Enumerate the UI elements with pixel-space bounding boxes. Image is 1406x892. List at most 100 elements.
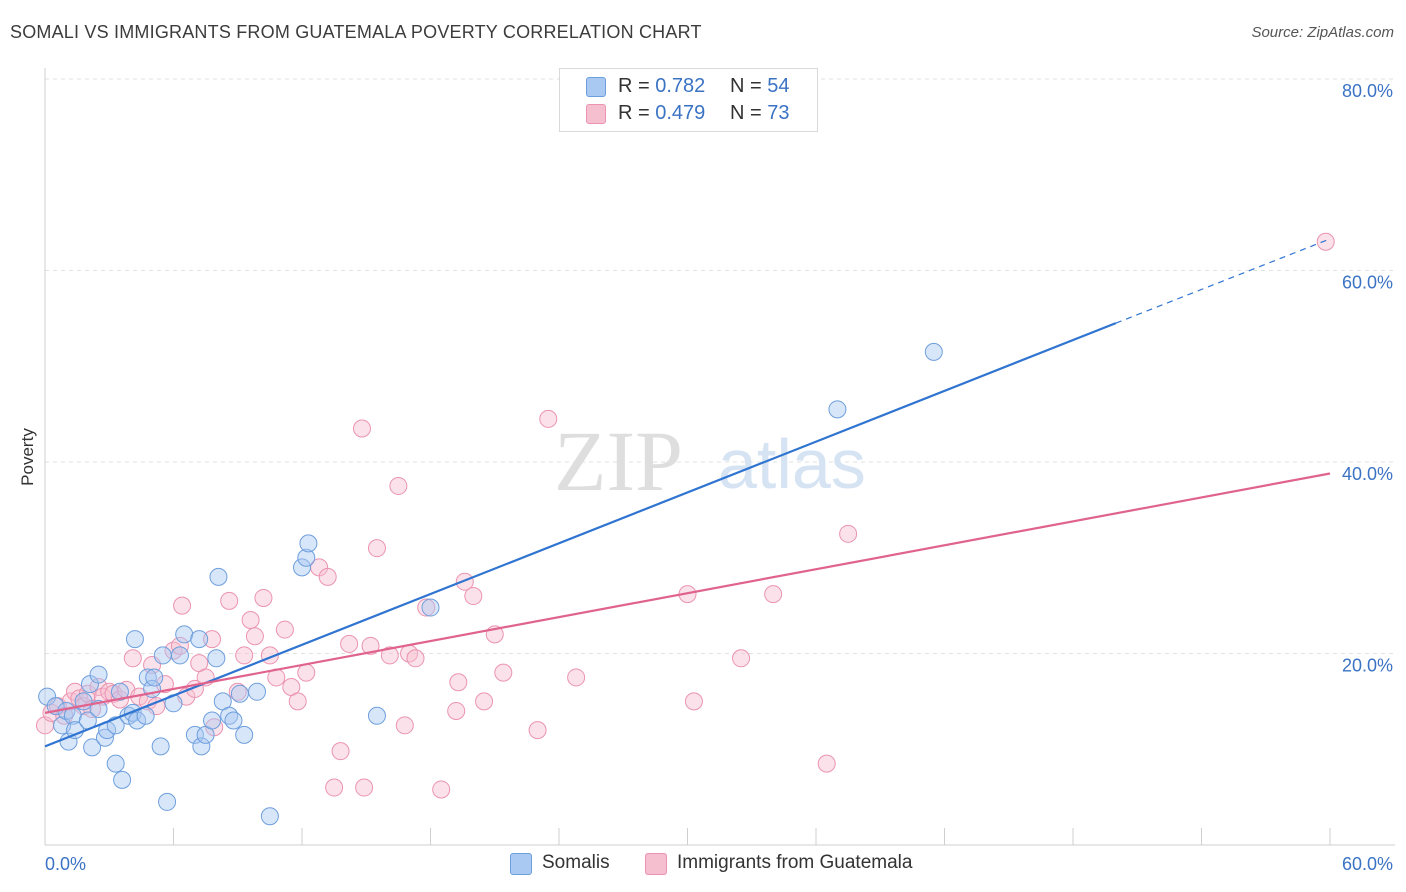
somali-point [235, 725, 254, 744]
guatemala-point [528, 721, 547, 740]
somali-point [924, 342, 943, 361]
somali-point [230, 684, 249, 703]
somali-point [106, 754, 125, 773]
guatemala-point [839, 524, 858, 543]
y-tick-label: 40.0% [1342, 464, 1393, 484]
guatemala-point [455, 572, 474, 591]
guatemala-point [318, 567, 337, 586]
x-tick-label-min: 0.0% [45, 854, 86, 874]
guatemala-r-label: R = [618, 102, 656, 124]
somali-trend-line [44, 322, 1117, 748]
somali-point [367, 706, 386, 725]
somali-point [151, 737, 170, 756]
somali-points [38, 342, 943, 826]
somali-point [145, 668, 164, 687]
guatemala-point [380, 646, 399, 665]
x-tick-label-max: 60.0% [1342, 854, 1393, 874]
guatemala-point [325, 778, 344, 797]
guatemala-trend-line [44, 472, 1331, 714]
guatemala-point [352, 419, 371, 438]
somali-r-value: 0.782 [655, 75, 706, 97]
axes [44, 68, 1395, 846]
guatemala-point [288, 692, 307, 711]
grid-lines [45, 78, 1395, 654]
watermark-atlas: atlas [718, 425, 866, 503]
guatemala-point [494, 663, 513, 682]
somali-r-label: R = [618, 75, 656, 97]
guatemala-point [389, 476, 408, 495]
y-tick-label: 80.0% [1342, 81, 1393, 101]
y-tick-label: 20.0% [1342, 656, 1393, 676]
somali-point [128, 711, 147, 730]
guatemala-point [1316, 232, 1335, 251]
guatemala-label: Immigrants from Guatemala [677, 852, 913, 873]
stats-legend: R = 0.782 N = 54 R = 0.479 N = 73 [559, 68, 818, 132]
guatemala-point [406, 649, 425, 668]
somalis-label: Somalis [542, 852, 610, 873]
guatemala-point [275, 620, 294, 639]
somali-point [209, 567, 228, 586]
somali-point [260, 807, 279, 826]
guatemala-point [361, 636, 380, 655]
somali-point [297, 548, 316, 567]
guatemala-point [447, 701, 466, 720]
somali-point [293, 558, 311, 577]
guatemala-point [367, 539, 386, 558]
guatemala-point [417, 598, 436, 617]
y-axis-label: Poverty [18, 428, 37, 486]
somali-point [89, 665, 108, 684]
somali-point [299, 534, 318, 553]
guatemala-point [297, 663, 316, 682]
guatemala-point [395, 716, 414, 735]
somali-point [175, 625, 194, 644]
somali-point [158, 792, 177, 811]
guatemala-point [464, 587, 483, 606]
guatemala-point [220, 591, 239, 610]
somali-trend-extension [1115, 238, 1331, 324]
somali-point [83, 738, 102, 757]
somali-point [203, 711, 222, 730]
chart-title: SOMALI VS IMMIGRANTS FROM GUATEMALA POVE… [10, 22, 702, 42]
guatemala-legend-swatch [645, 853, 667, 875]
somali-point [421, 598, 440, 617]
guatemala-point [340, 634, 359, 653]
y-tick-label: 60.0% [1342, 273, 1393, 293]
guatemala-point [432, 780, 451, 799]
somalis-swatch [510, 853, 532, 875]
guatemala-point [817, 754, 836, 773]
guatemala-point [331, 742, 350, 761]
watermark-zip: ZIP [554, 413, 683, 509]
somali-point [190, 630, 209, 649]
guatemala-point [203, 630, 222, 649]
trend-lines [44, 238, 1331, 748]
guatemala-point [684, 692, 703, 711]
somali-point [138, 668, 157, 687]
guatemala-point [567, 668, 586, 687]
source-credit: Source: ZipAtlas.com [1251, 24, 1394, 41]
guatemala-swatch [586, 104, 606, 124]
somali-point [170, 646, 189, 665]
guatemala-point [355, 778, 374, 797]
somali-point [110, 682, 129, 701]
guatemala-point [732, 649, 751, 668]
somali-point [224, 711, 243, 730]
somali-point [192, 737, 211, 756]
somali-point [185, 725, 204, 744]
guatemala-point [539, 409, 558, 428]
guatemala-point [241, 610, 260, 629]
somali-point [828, 400, 847, 419]
tick-labels: 20.0% 40.0% 60.0% 80.0% 0.0% 60.0% [45, 81, 1393, 874]
guatemala-point [235, 646, 254, 665]
guatemala-n-value: 73 [767, 102, 790, 124]
somali-point [113, 770, 132, 789]
somali-point [207, 649, 226, 668]
guatemala-point [245, 627, 264, 646]
guatemala-point [254, 588, 273, 607]
guatemala-point [170, 636, 189, 655]
guatemala-n-label: N = [730, 102, 768, 124]
somali-point [95, 728, 114, 747]
somali-swatch [586, 77, 606, 97]
series-legend: Somalis Immigrants from Guatemala [0, 852, 1406, 878]
guatemala-point [449, 673, 468, 692]
